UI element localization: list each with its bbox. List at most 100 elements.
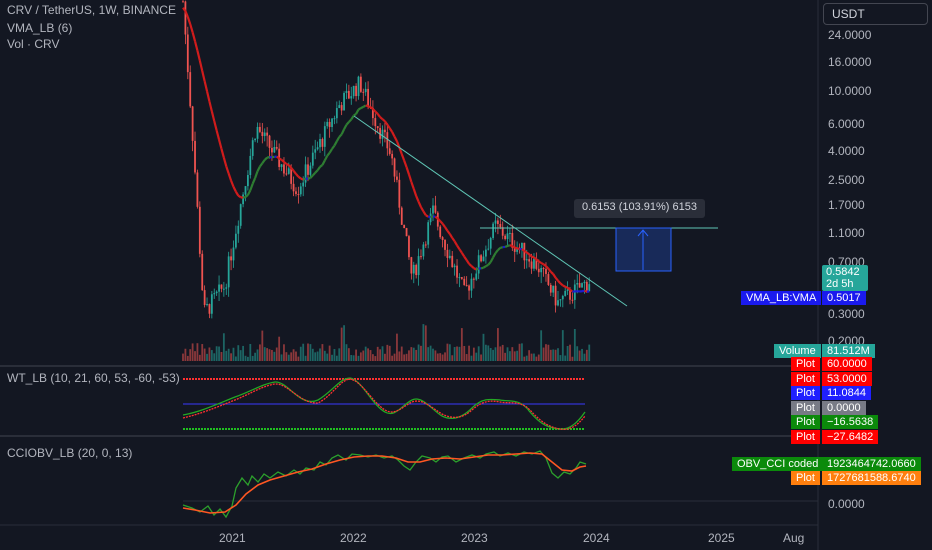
vma-segment	[511, 245, 516, 249]
volume-bar	[357, 355, 360, 361]
vma-badge-label: VMA_LB:VMA	[741, 291, 822, 305]
volume-bar	[254, 352, 257, 361]
candle-body	[535, 258, 538, 269]
volume-bar	[422, 324, 425, 361]
volume-bar	[374, 356, 377, 361]
vma-segment	[584, 289, 588, 293]
vma-segment	[360, 105, 364, 110]
vma-legend[interactable]: VMA_LB (6)	[7, 21, 73, 35]
currency-selector[interactable]: USDT	[823, 3, 928, 25]
vma-segment	[492, 252, 497, 258]
volume-bar	[280, 354, 283, 361]
volume-bar	[573, 328, 576, 361]
candle-body	[275, 146, 278, 149]
cci-legend[interactable]: CCIOBV_LB (20, 0, 13)	[7, 446, 133, 460]
vma-segment	[422, 210, 427, 216]
volume-bar	[196, 343, 199, 361]
price-tick: 16.0000	[828, 55, 872, 69]
candle-body	[304, 164, 307, 183]
obv-cci-signal-line	[182, 452, 587, 514]
vma-segment	[319, 164, 324, 168]
volume-bar	[408, 350, 410, 361]
candle-body	[237, 225, 240, 234]
volume-bar	[475, 352, 478, 361]
volume-bar	[434, 350, 437, 361]
wt-legend[interactable]: WT_LB (10, 21, 60, 53, -60, -53)	[7, 371, 180, 385]
candle-body	[434, 205, 437, 213]
candle-body	[343, 93, 345, 111]
vma-segment	[237, 194, 242, 199]
volume-bar	[242, 345, 244, 361]
vma-segment	[448, 233, 454, 239]
volume-bar	[249, 343, 252, 361]
time-tick: 2024	[583, 531, 610, 545]
vma-segment	[547, 268, 552, 273]
vma-segment	[499, 246, 504, 249]
vma-segment	[388, 127, 394, 133]
candle-body	[417, 256, 420, 276]
candle-body	[319, 139, 321, 148]
vma-segment	[425, 214, 429, 218]
volume-bar	[381, 346, 384, 361]
candle-body	[333, 118, 336, 120]
volume-bar	[403, 354, 406, 361]
vma-segment	[215, 130, 221, 140]
candle-body	[297, 193, 300, 195]
vma-segment	[489, 256, 495, 263]
candle-body	[581, 283, 583, 288]
candle-body	[456, 265, 458, 278]
vma-segment	[557, 279, 562, 285]
candle-body	[528, 259, 531, 262]
vma-segment	[285, 162, 290, 167]
candle-body	[323, 126, 326, 147]
candle-body	[357, 76, 360, 97]
candle-body	[184, 1, 187, 35]
volume-bar	[533, 353, 535, 361]
vma-segment	[290, 167, 295, 172]
volume-bar	[482, 333, 485, 361]
candle-body	[408, 236, 410, 258]
vma-segment	[497, 247, 502, 251]
candle-body	[545, 269, 547, 274]
measure-arrow-head	[637, 229, 649, 237]
vma-segment	[417, 201, 422, 208]
wt-badge-label: Plot	[791, 401, 820, 415]
vma-segment	[473, 267, 477, 271]
vma-segment	[232, 186, 237, 193]
volume-bar	[487, 345, 490, 361]
vma-segment	[316, 166, 321, 171]
volume-bar	[307, 343, 309, 361]
candle-body	[239, 204, 242, 226]
vma-segment	[374, 110, 379, 115]
candle-body	[463, 278, 466, 286]
candle-body	[261, 131, 264, 137]
price-tick: 4.0000	[828, 144, 865, 158]
candle-body	[453, 265, 456, 268]
time-tick: 2025	[708, 531, 735, 545]
candle-body	[225, 287, 228, 289]
volume-bar	[213, 353, 216, 361]
volume-bar	[364, 346, 367, 361]
candle-body	[345, 90, 348, 94]
price-tick: 6.0000	[828, 117, 865, 131]
trendline[interactable]	[353, 115, 628, 307]
candle-body	[465, 285, 468, 287]
candle-body	[448, 255, 451, 258]
volume-bar	[352, 355, 355, 361]
volume-legend[interactable]: Vol · CRV	[7, 37, 60, 51]
candle-body	[525, 259, 528, 261]
candle-body	[215, 291, 218, 294]
candle-body	[571, 299, 574, 301]
vma-segment	[345, 121, 350, 126]
symbol-title[interactable]: CRV / TetherUS, 1W, BINANCE	[7, 3, 176, 17]
candle-body	[482, 256, 485, 262]
candle-body	[405, 228, 408, 237]
vma-segment	[362, 104, 367, 108]
volume-bar	[295, 351, 297, 361]
vma-segment	[367, 105, 371, 109]
volume-bar	[412, 347, 415, 361]
volume-bar	[198, 354, 201, 361]
candle-body	[492, 223, 494, 238]
volume-bar	[535, 356, 538, 361]
